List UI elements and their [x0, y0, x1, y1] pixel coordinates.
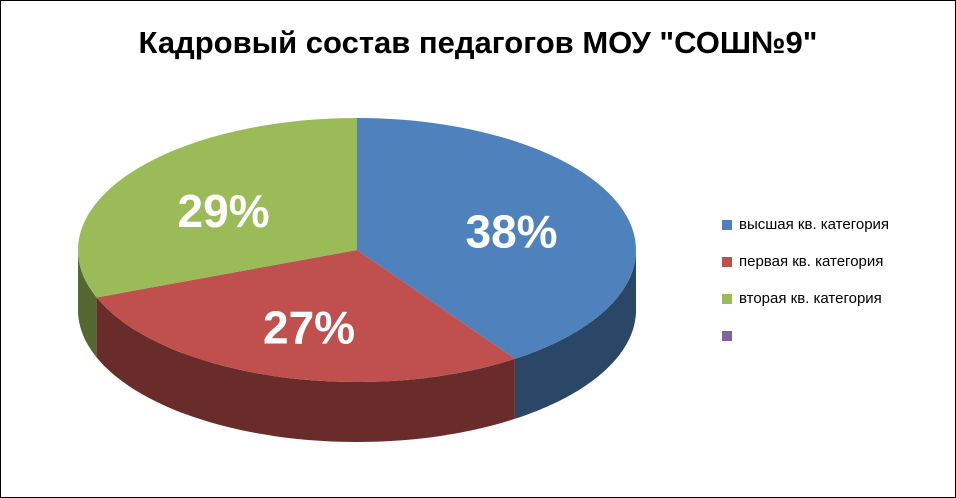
chart-title: Кадровый состав педагогов МОУ "СОШ№9"	[139, 25, 818, 60]
pie-slice-side	[78, 250, 97, 358]
pie-slice	[357, 118, 637, 359]
data-label: 38%	[466, 205, 558, 257]
pie-slice-side	[514, 250, 636, 419]
pie-slice-side	[96, 297, 515, 442]
legend-swatch	[722, 220, 732, 230]
pie-slice	[77, 118, 358, 298]
legend-swatch	[722, 294, 732, 304]
data-label: 29%	[178, 185, 270, 237]
pie-slice	[96, 250, 515, 382]
legend-label: высшая кв. категория	[739, 216, 889, 233]
legend-label: вторая кв. категория	[739, 290, 882, 307]
legend-label: первая кв. категория	[739, 253, 883, 270]
legend-swatch	[722, 331, 732, 341]
data-label: 27%	[263, 301, 355, 353]
legend-swatch	[722, 257, 732, 267]
